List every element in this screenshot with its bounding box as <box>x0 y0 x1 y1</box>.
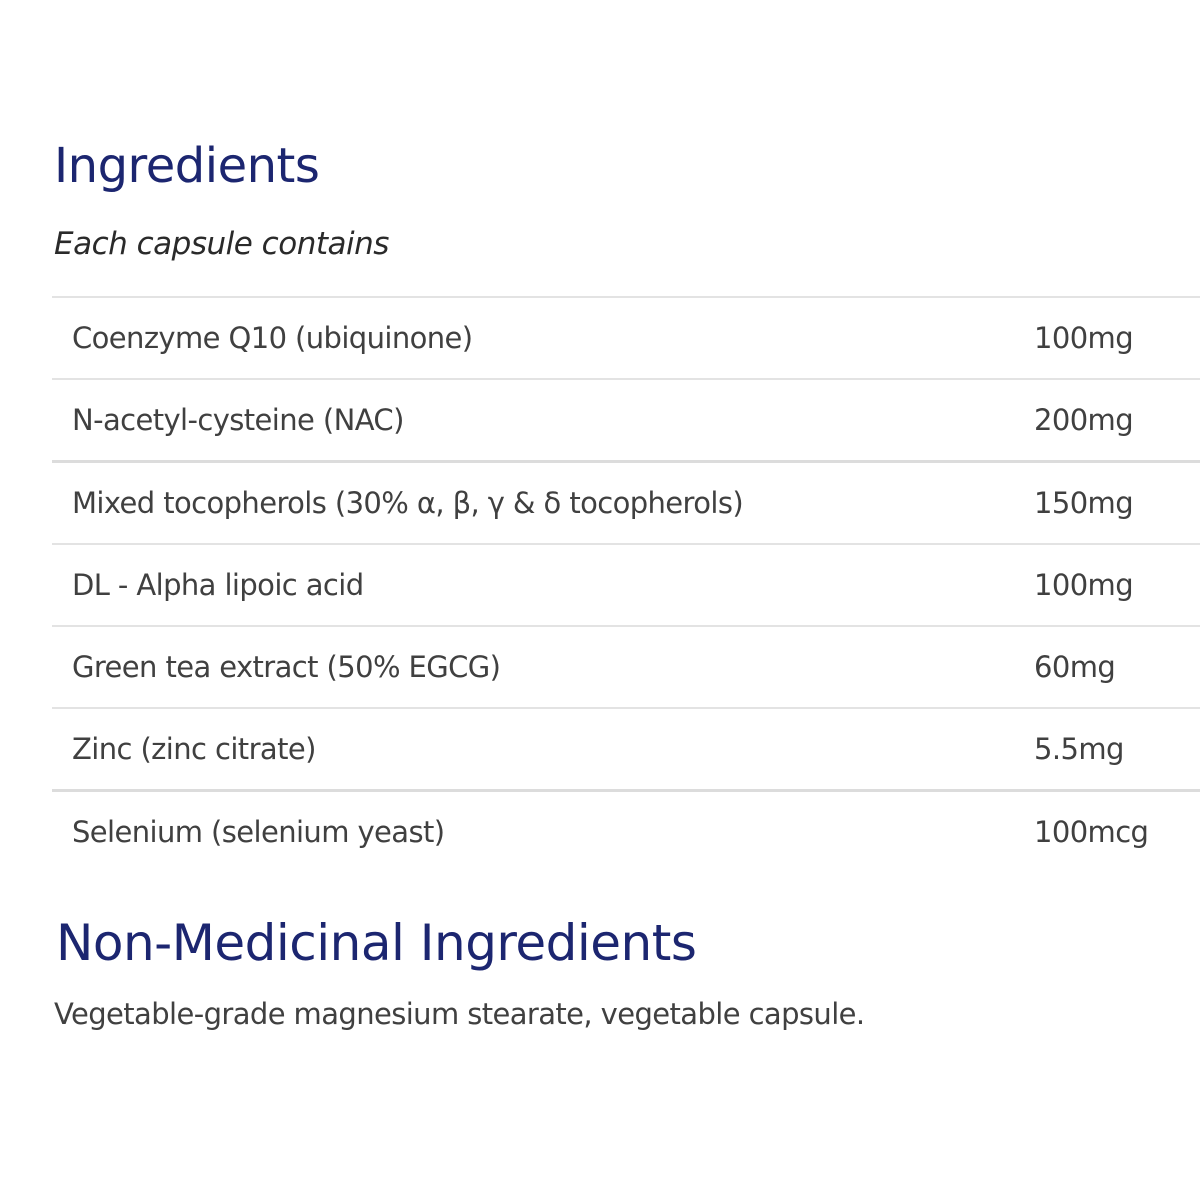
ingredient-name: Selenium (selenium yeast) <box>52 789 1034 872</box>
ingredient-amount: 200mg <box>1034 378 1200 462</box>
table-row: Mixed tocopherols (30% α, β, γ & δ tocop… <box>52 460 1200 544</box>
ingredient-name: Green tea extract (50% EGCG) <box>52 625 1034 708</box>
ingredient-name: DL - Alpha lipoic acid <box>52 543 1034 626</box>
ingredient-name: Zinc (zinc citrate) <box>52 707 1034 791</box>
ingredient-amount: 5.5mg <box>1034 707 1200 791</box>
ingredient-name: Coenzyme Q10 (ubiquinone) <box>52 296 1034 379</box>
non-medicinal-text: Vegetable-grade magnesium stearate, vege… <box>54 997 865 1031</box>
ingredient-amount: 150mg <box>1034 460 1200 544</box>
ingredient-amount: 100mg <box>1034 543 1200 626</box>
ingredient-amount: 60mg <box>1034 625 1200 708</box>
ingredient-name: Mixed tocopherols (30% α, β, γ & δ tocop… <box>52 460 1034 544</box>
table-row: Green tea extract (50% EGCG) 60mg <box>52 625 1200 708</box>
table-row: Zinc (zinc citrate) 5.5mg <box>52 707 1200 791</box>
ingredient-name: N-acetyl-cysteine (NAC) <box>52 378 1034 462</box>
table-row: DL - Alpha lipoic acid 100mg <box>52 543 1200 626</box>
ingredients-table: Coenzyme Q10 (ubiquinone) 100mg N-acetyl-… <box>52 296 1200 872</box>
ingredients-heading: Ingredients <box>54 138 320 194</box>
ingredient-amount: 100mcg <box>1034 789 1200 872</box>
table-row: Coenzyme Q10 (ubiquinone) 100mg <box>52 296 1200 379</box>
table-row: N-acetyl-cysteine (NAC) 200mg <box>52 378 1200 462</box>
ingredients-subtitle: Each capsule contains <box>54 226 389 262</box>
non-medicinal-heading: Non-Medicinal Ingredients <box>56 914 697 972</box>
table-row: Selenium (selenium yeast) 100mcg <box>52 789 1200 872</box>
ingredient-amount: 100mg <box>1034 296 1200 379</box>
